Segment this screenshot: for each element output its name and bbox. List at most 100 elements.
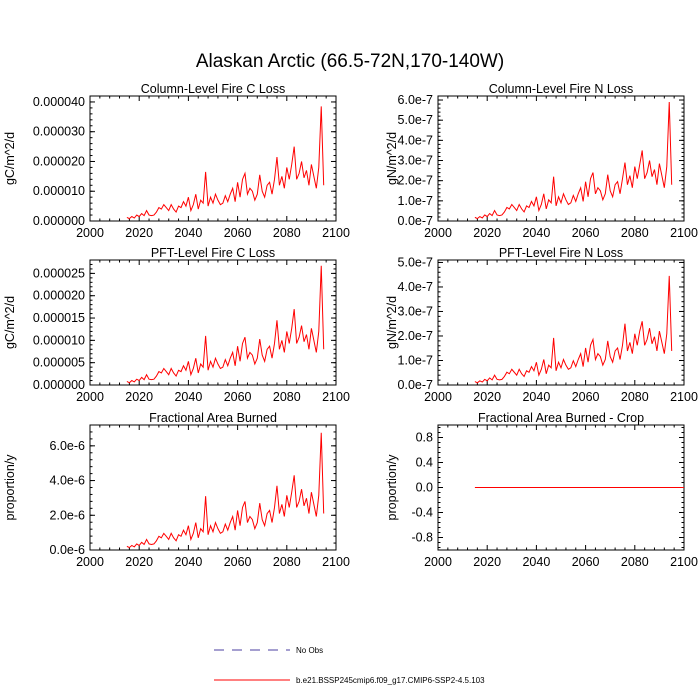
- y-tick-label: 0.000000: [33, 378, 85, 392]
- x-tick-label: 2020: [473, 555, 501, 569]
- series-line-model: [474, 102, 673, 220]
- x-tick-label: 2040: [174, 555, 202, 569]
- x-tick-label: 2100: [322, 390, 350, 404]
- y-tick-label: 0.000000: [33, 214, 85, 228]
- y-tick-label: 0.000020: [33, 154, 85, 168]
- x-tick-label: 2000: [424, 390, 452, 404]
- y-tick-label: 5.0e-7: [398, 113, 433, 127]
- panel-5: Fractional Area Burned proportion/y 2000 20…: [3, 411, 350, 569]
- plot-frame: [437, 95, 685, 222]
- panel-4: PFT-Level Fire N Loss gN/m^2/d 2000 2020 204…: [385, 246, 698, 404]
- x-tick-label: 2040: [522, 226, 550, 240]
- x-tick-label: 2060: [572, 555, 600, 569]
- x-tick-label: 2020: [473, 226, 501, 240]
- x-tick-label: 2100: [670, 390, 698, 404]
- panel-title: Fractional Area Burned: [149, 411, 277, 425]
- panel-2: Column-Level Fire N Loss gN/m^2/d 2000 2020…: [385, 82, 698, 240]
- x-tick-label: 2060: [572, 390, 600, 404]
- x-tick-label: 2040: [174, 390, 202, 404]
- x-tick-label: 2080: [273, 555, 301, 569]
- panel-title: Fractional Area Burned - Crop: [478, 411, 644, 425]
- y-tick-label: 1.0e-7: [398, 194, 433, 208]
- y-tick-label: -0.8: [411, 531, 433, 545]
- x-tick-label: 2020: [125, 555, 153, 569]
- plot-frame: [89, 95, 337, 222]
- x-tick-label: 2040: [522, 555, 550, 569]
- y-axis-label: proportion/y: [385, 454, 399, 521]
- y-tick-label: 0.000010: [33, 184, 85, 198]
- x-tick-label: 2100: [670, 226, 698, 240]
- x-tick-label: 2060: [224, 555, 252, 569]
- x-tick-label: 2040: [174, 226, 202, 240]
- y-tick-label: 0.000015: [33, 311, 85, 325]
- x-tick-label: 2020: [125, 226, 153, 240]
- x-tick-label: 2000: [424, 555, 452, 569]
- x-tick-label: 2000: [76, 226, 104, 240]
- x-tick-label: 2080: [621, 226, 649, 240]
- x-tick-label: 2000: [76, 390, 104, 404]
- y-tick-label: 0.000005: [33, 356, 85, 370]
- x-tick-label: 2060: [224, 390, 252, 404]
- series-line-model: [126, 432, 325, 549]
- y-tick-label: 4.0e-7: [398, 280, 433, 294]
- panel-title: Column-Level Fire C Loss: [141, 82, 286, 96]
- x-tick-label: 2000: [76, 555, 104, 569]
- y-tick-label: 3.0e-7: [398, 304, 433, 318]
- panels-group: Column-Level Fire C Loss gC/m^2/d 2000 2020…: [3, 82, 698, 569]
- y-axis-label: proportion/y: [3, 454, 17, 521]
- x-tick-label: 2060: [224, 226, 252, 240]
- x-tick-label: 2100: [322, 555, 350, 569]
- y-tick-label: 2.0e-7: [398, 174, 433, 188]
- y-tick-label: 0.000020: [33, 289, 85, 303]
- y-tick-label: 0.0: [416, 481, 433, 495]
- y-tick-label: 2.0e-7: [398, 329, 433, 343]
- x-tick-label: 2100: [322, 226, 350, 240]
- y-tick-label: 0.0e-7: [398, 214, 433, 228]
- x-tick-label: 2080: [621, 390, 649, 404]
- series-line-model: [474, 275, 673, 384]
- plot-frame: [437, 259, 685, 386]
- y-axis-label: gN/m^2/d: [385, 296, 399, 349]
- figure-title: Alaskan Arctic (66.5-72N,170-140W): [196, 51, 504, 72]
- series-line-model: [126, 265, 325, 384]
- y-tick-label: 1.0e-7: [398, 353, 433, 367]
- y-axis-label: gN/m^2/d: [385, 132, 399, 185]
- y-tick-label: 0.000040: [33, 95, 85, 109]
- x-tick-label: 2080: [273, 226, 301, 240]
- series-line-model: [126, 106, 325, 220]
- y-tick-label: 0.0e-7: [398, 378, 433, 392]
- y-tick-label: 2.0e-6: [50, 508, 85, 522]
- x-tick-label: 2040: [522, 390, 550, 404]
- x-tick-label: 2060: [572, 226, 600, 240]
- panel-3: PFT-Level Fire C Loss gC/m^2/d 2000 2020 204…: [3, 246, 350, 404]
- y-tick-label: 4.0e-7: [398, 133, 433, 147]
- x-tick-label: 2000: [424, 226, 452, 240]
- y-tick-label: 0.000030: [33, 125, 85, 139]
- y-tick-label: 6.0e-6: [50, 439, 85, 453]
- y-tick-label: 3.0e-7: [398, 154, 433, 168]
- x-tick-label: 2080: [621, 555, 649, 569]
- panel-title: PFT-Level Fire N Loss: [499, 246, 623, 260]
- y-tick-label: 0.0e-6: [50, 543, 85, 557]
- panel-title: Column-Level Fire N Loss: [489, 82, 634, 96]
- y-tick-label: 0.4: [416, 456, 433, 470]
- y-tick-label: -0.4: [411, 506, 433, 520]
- y-tick-label: 0.000010: [33, 333, 85, 347]
- legend: No Obs b.e21.BSSP245cmip6.f09_g17.CMIP6-…: [214, 646, 485, 685]
- y-tick-label: 6.0e-7: [398, 93, 433, 107]
- x-tick-label: 2080: [273, 390, 301, 404]
- y-tick-label: 0.8: [416, 431, 433, 445]
- y-tick-label: 4.0e-6: [50, 474, 85, 488]
- x-tick-label: 2020: [473, 390, 501, 404]
- panel-6: Fractional Area Burned - Crop proportion/…: [385, 411, 698, 569]
- y-axis-label: gC/m^2/d: [3, 296, 17, 349]
- y-axis-label: gC/m^2/d: [3, 132, 17, 185]
- legend-model-label: b.e21.BSSP245cmip6.f09_g17.CMIP6-SSP2-4.…: [296, 676, 485, 685]
- y-tick-label: 5.0e-7: [398, 255, 433, 269]
- x-tick-label: 2100: [670, 555, 698, 569]
- panel-title: PFT-Level Fire C Loss: [151, 246, 275, 260]
- y-tick-label: 0.000025: [33, 266, 85, 280]
- panel-1: Column-Level Fire C Loss gC/m^2/d 2000 2020…: [3, 82, 350, 240]
- legend-no-obs-label: No Obs: [296, 646, 323, 655]
